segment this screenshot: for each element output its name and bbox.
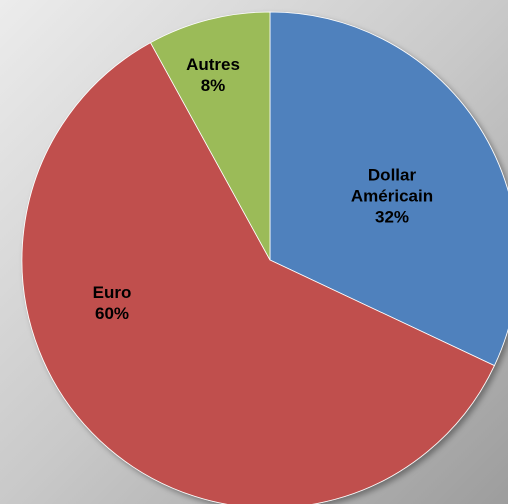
slices (21, 11, 508, 504)
category-name: Dollar Américain (350, 165, 434, 206)
value-label: 60% (94, 304, 130, 323)
pie-slice (149, 11, 271, 261)
value-label: 8% (200, 76, 226, 95)
pie-slice (269, 11, 508, 367)
category-name: Autres (186, 55, 240, 74)
slice-label: Autres 8% (158, 54, 268, 96)
slice-label: Dollar Américain 32% (337, 165, 447, 228)
value-label: 32% (374, 207, 410, 227)
category-name: Euro (92, 283, 132, 302)
pie-slice (21, 42, 495, 504)
slice-label: Euro 60% (57, 282, 167, 324)
